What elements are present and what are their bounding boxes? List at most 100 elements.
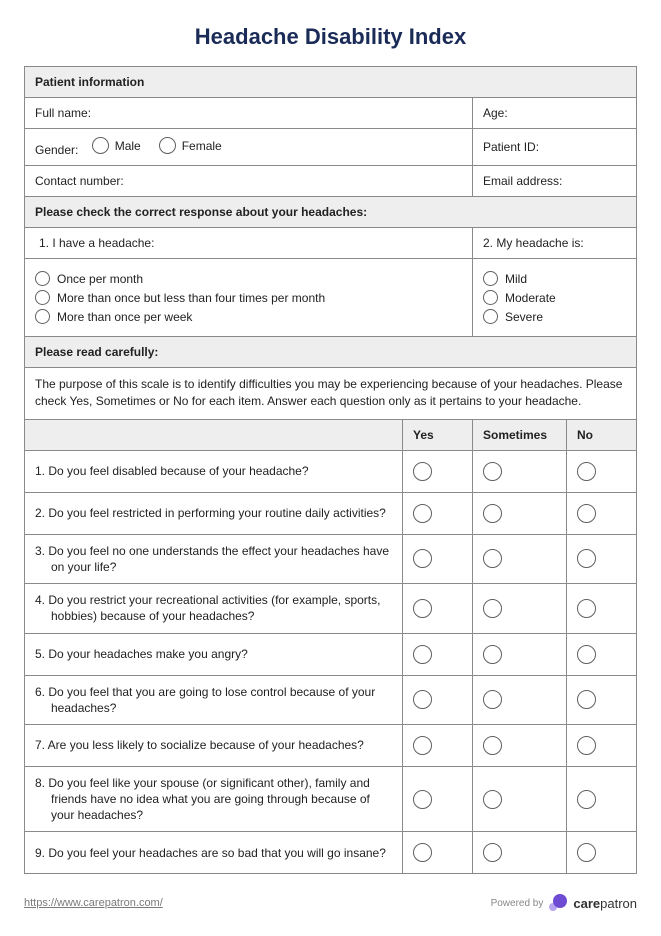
- freq-option-3-label: More than once per week: [57, 310, 192, 324]
- radio-icon: [577, 690, 596, 709]
- radio-icon: [483, 290, 498, 305]
- radio-icon: [413, 690, 432, 709]
- radio-icon: [413, 549, 432, 568]
- radio-icon: [413, 790, 432, 809]
- answer-no[interactable]: [567, 766, 637, 832]
- gender-female-option[interactable]: Female: [159, 137, 222, 154]
- question-text: 7. Are you less likely to socialize beca…: [25, 724, 403, 766]
- question-text: 8. Do you feel like your spouse (or sign…: [25, 766, 403, 832]
- gender-male-label: Male: [115, 139, 141, 153]
- radio-icon: [483, 504, 502, 523]
- answer-yes[interactable]: [403, 450, 473, 492]
- answer-yes[interactable]: [403, 633, 473, 675]
- radio-icon: [483, 271, 498, 286]
- age-field[interactable]: Age:: [473, 98, 637, 129]
- gender-field: Gender: Male Female: [25, 129, 473, 166]
- question-row: 7. Are you less likely to socialize beca…: [25, 724, 637, 766]
- freq-option-2[interactable]: More than once but less than four times …: [35, 290, 462, 305]
- radio-icon: [577, 645, 596, 664]
- instructions-text: The purpose of this scale is to identify…: [25, 368, 637, 420]
- answer-no[interactable]: [567, 832, 637, 874]
- answer-no[interactable]: [567, 534, 637, 583]
- full-name-label: Full name:: [35, 106, 91, 120]
- radio-icon: [483, 462, 502, 481]
- radio-icon: [92, 137, 109, 154]
- radio-icon: [577, 504, 596, 523]
- instructions-header: Please read carefully:: [25, 337, 637, 368]
- question-text: 4. Do you restrict your recreational act…: [25, 584, 403, 633]
- question-row: 6. Do you feel that you are going to los…: [25, 675, 637, 724]
- question-row: 4. Do you restrict your recreational act…: [25, 584, 637, 633]
- radio-icon: [483, 645, 502, 664]
- answer-yes[interactable]: [403, 832, 473, 874]
- form-table: Patient information Full name: Age: Gend…: [24, 66, 637, 874]
- radio-icon: [483, 790, 502, 809]
- answer-sometimes[interactable]: [473, 492, 567, 534]
- radio-icon: [577, 549, 596, 568]
- patient-id-field[interactable]: Patient ID:: [473, 129, 637, 166]
- freq-option-1[interactable]: Once per month: [35, 271, 462, 286]
- answer-yes[interactable]: [403, 675, 473, 724]
- answer-no[interactable]: [567, 633, 637, 675]
- answer-sometimes[interactable]: [473, 832, 567, 874]
- radio-icon: [483, 690, 502, 709]
- contact-field[interactable]: Contact number:: [25, 166, 473, 197]
- question-text: 3. Do you feel no one understands the ef…: [25, 534, 403, 583]
- question-text: 5. Do your headaches make you angry?: [25, 633, 403, 675]
- question-text: 2. Do you feel restricted in performing …: [25, 492, 403, 534]
- severity-option-2[interactable]: Moderate: [483, 290, 626, 305]
- answer-yes[interactable]: [403, 724, 473, 766]
- question-row: 9. Do you feel your headaches are so bad…: [25, 832, 637, 874]
- answer-no[interactable]: [567, 724, 637, 766]
- radio-icon: [483, 309, 498, 324]
- radio-icon: [413, 843, 432, 862]
- severity-option-3[interactable]: Severe: [483, 309, 626, 324]
- radio-icon: [413, 645, 432, 664]
- page: Headache Disability Index Patient inform…: [0, 0, 661, 884]
- answer-yes[interactable]: [403, 534, 473, 583]
- radio-icon: [577, 462, 596, 481]
- answer-sometimes[interactable]: [473, 534, 567, 583]
- answer-no[interactable]: [567, 675, 637, 724]
- answer-no[interactable]: [567, 492, 637, 534]
- gender-male-option[interactable]: Male: [92, 137, 141, 154]
- freq-option-3[interactable]: More than once per week: [35, 309, 462, 324]
- patient-id-label: Patient ID:: [483, 140, 539, 154]
- col-yes: Yes: [403, 419, 473, 450]
- full-name-field[interactable]: Full name:: [25, 98, 473, 129]
- answer-sometimes[interactable]: [473, 450, 567, 492]
- severity-option-1[interactable]: Mild: [483, 271, 626, 286]
- severity-options: Mild Moderate Severe: [473, 259, 637, 337]
- question-row: 2. Do you feel restricted in performing …: [25, 492, 637, 534]
- radio-icon: [483, 549, 502, 568]
- answer-sometimes[interactable]: [473, 633, 567, 675]
- patient-info-header: Patient information: [25, 67, 637, 98]
- freq-options: Once per month More than once but less t…: [25, 259, 473, 337]
- col-no: No: [567, 419, 637, 450]
- answer-sometimes[interactable]: [473, 675, 567, 724]
- answer-yes[interactable]: [403, 584, 473, 633]
- logo-icon: [549, 894, 567, 912]
- radio-icon: [483, 599, 502, 618]
- question-text: 9. Do you feel your headaches are so bad…: [25, 832, 403, 874]
- answer-sometimes[interactable]: [473, 766, 567, 832]
- answer-yes[interactable]: [403, 766, 473, 832]
- footer-link[interactable]: https://www.carepatron.com/: [24, 897, 163, 909]
- answer-yes[interactable]: [403, 492, 473, 534]
- answer-no[interactable]: [567, 584, 637, 633]
- question-text: 6. Do you feel that you are going to los…: [25, 675, 403, 724]
- question-row: 5. Do your headaches make you angry?: [25, 633, 637, 675]
- radio-icon: [413, 462, 432, 481]
- answer-sometimes[interactable]: [473, 724, 567, 766]
- answer-sometimes[interactable]: [473, 584, 567, 633]
- radio-icon: [577, 599, 596, 618]
- age-label: Age:: [483, 106, 508, 120]
- response-header: Please check the correct response about …: [25, 197, 637, 228]
- answer-no[interactable]: [567, 450, 637, 492]
- email-label: Email address:: [483, 174, 562, 188]
- question-row: 1. Do you feel disabled because of your …: [25, 450, 637, 492]
- email-field[interactable]: Email address:: [473, 166, 637, 197]
- footer: https://www.carepatron.com/ Powered by c…: [0, 884, 661, 926]
- radio-icon: [577, 736, 596, 755]
- severity-option-3-label: Severe: [505, 310, 543, 324]
